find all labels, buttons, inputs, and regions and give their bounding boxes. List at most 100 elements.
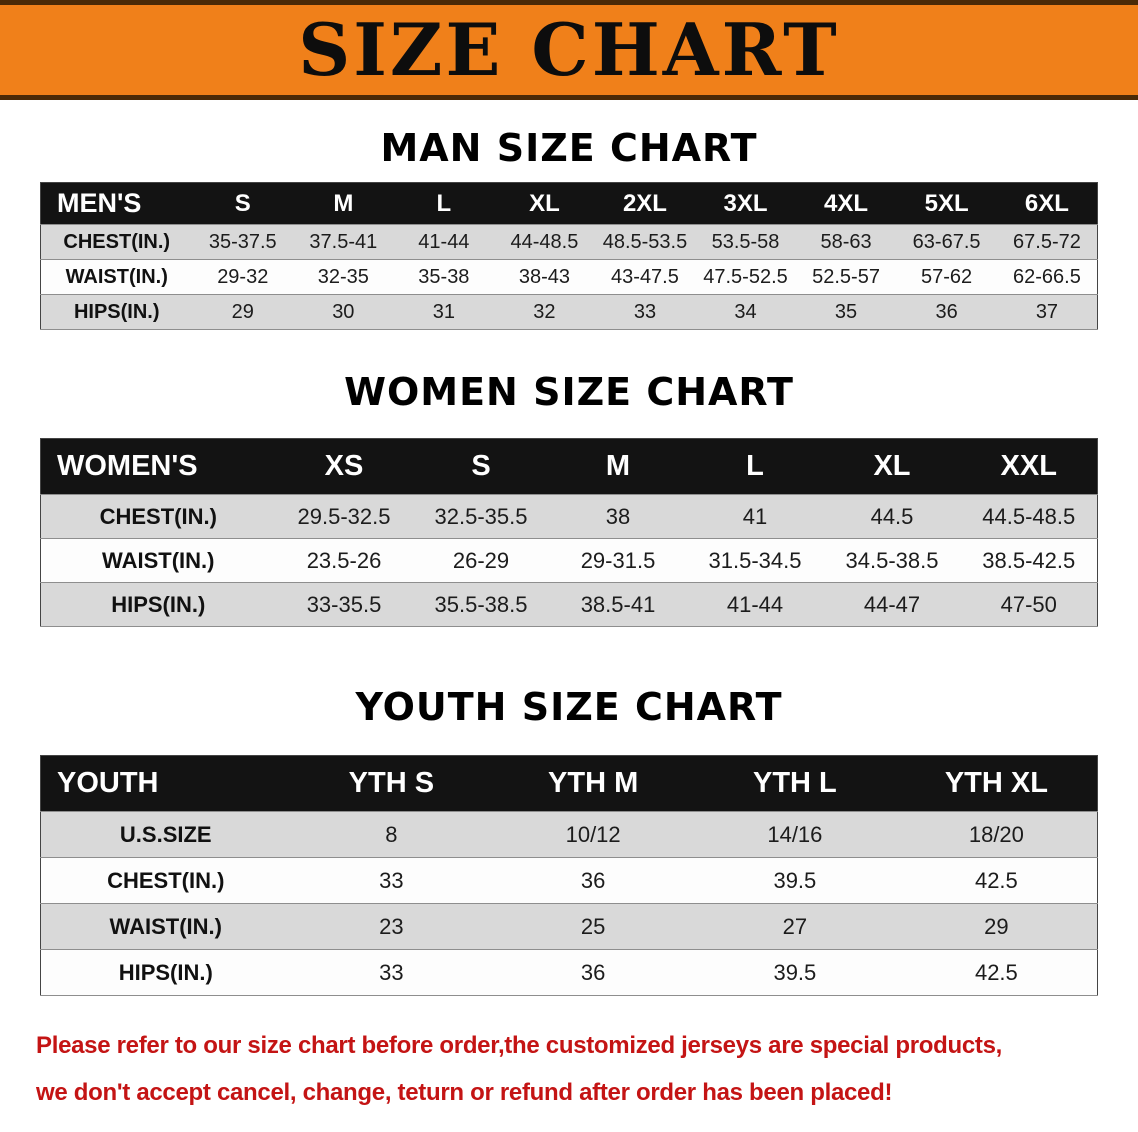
- data-cell: 36: [935, 300, 958, 323]
- data-cell: 44-47: [863, 591, 921, 617]
- data-cell: 33: [633, 300, 657, 323]
- data-cell: 38: [605, 503, 631, 529]
- size-column-header: 2XL: [594, 182, 696, 225]
- data-cell: 38-43: [518, 265, 570, 288]
- size-column-header: 4XL: [795, 182, 897, 225]
- data-cell: 33: [379, 867, 404, 893]
- data-cell: 37.5-41: [309, 230, 378, 253]
- data-cell: 47.5-52.5: [703, 265, 788, 288]
- table-row: U.S.SIZE 8 10/12 14/16 18/20: [40, 811, 1098, 858]
- data-cell: 42.5: [974, 959, 1018, 985]
- data-cell: 58-63: [820, 230, 872, 253]
- data-cell: 42.5: [974, 867, 1018, 893]
- table-row: WAIST(IN.) 29-32 32-35 35-38 38-43 43-47.5 47.…: [40, 259, 1098, 295]
- data-cell: 41-44: [418, 230, 470, 253]
- size-column-header: XL: [823, 438, 961, 495]
- data-cell: 23.5-26: [306, 547, 382, 573]
- table-row: WAIST(IN.) 23.5-26 26-29 29-31.5 31.5-34.5 34…: [40, 538, 1098, 583]
- data-cell: 57-62: [921, 265, 973, 288]
- data-cell: 32.5-35.5: [434, 503, 528, 529]
- table-row: CHEST(IN.) 33 36 39.5 42.5: [40, 857, 1098, 904]
- data-cell: 39.5: [773, 959, 817, 985]
- data-cell: 31: [432, 300, 455, 323]
- row-label: CHEST(IN.): [63, 230, 171, 253]
- row-label: HIPS(IN.): [118, 959, 213, 985]
- data-cell: 32-35: [317, 265, 369, 288]
- data-cell: 33-35.5: [306, 591, 382, 617]
- data-cell: 32: [533, 300, 556, 323]
- data-cell: 43-47.5: [611, 265, 679, 288]
- table-corner-label: WOMEN'S: [40, 438, 276, 495]
- data-cell: 25: [580, 913, 606, 939]
- size-column-header: 6XL: [996, 182, 1098, 225]
- size-column-header: L: [393, 182, 495, 225]
- table-row: CHEST(IN.) 29.5-32.5 32.5-35.5 38 41 44.5 44.5…: [40, 494, 1098, 539]
- disclaimer-line-2: we don't accept cancel, change, teturn o…: [36, 1079, 893, 1106]
- table-row: HIPS(IN.) 33 36 39.5 42.5: [40, 949, 1098, 996]
- data-cell: 31.5-34.5: [708, 547, 802, 573]
- data-cell: 44.5: [870, 503, 914, 529]
- data-cell: 29-32: [217, 265, 269, 288]
- size-column-header: M: [293, 182, 394, 225]
- data-cell: 44.5-48.5: [982, 503, 1076, 529]
- men-section-heading: MAN SIZE CHART: [380, 126, 758, 170]
- row-label: HIPS(IN.): [111, 591, 206, 617]
- size-column-header: XL: [494, 182, 595, 225]
- data-cell: 38.5-42.5: [982, 547, 1076, 573]
- data-cell: 14/16: [767, 821, 823, 847]
- women-size-table: WOMEN'S XS S M L XL XXL CHEST(IN.) 29.5-32.5 32.5…: [40, 438, 1098, 627]
- table-header-row: YOUTH YTH S YTH M YTH L YTH XL: [40, 755, 1098, 812]
- data-cell: 48.5-53.5: [602, 230, 688, 253]
- row-label: WAIST(IN.): [109, 913, 222, 939]
- size-column-header: XS: [275, 438, 413, 495]
- size-column-header: YTH XL: [895, 755, 1098, 812]
- disclaimer-line-1: Please refer to our size chart before or…: [36, 1032, 1002, 1059]
- size-column-header: XXL: [960, 438, 1098, 495]
- data-cell: 36: [580, 959, 606, 985]
- youth-size-section: YOUTH SIZE CHART YOUTH YTH S YTH M YTH L YTH…: [0, 685, 1138, 996]
- size-column-header: S: [192, 182, 294, 225]
- table-header-row: MEN'S S M L XL 2XL 3XL 4XL 5XL 6XL: [40, 182, 1098, 225]
- table-row: CHEST(IN.) 35-37.5 37.5-41 41-44 44-48.5 48.5…: [40, 224, 1098, 260]
- data-cell: 33: [379, 959, 404, 985]
- women-section-heading: WOMEN SIZE CHART: [344, 370, 794, 414]
- data-cell: 44-48.5: [510, 230, 579, 253]
- data-cell: 67.5-72: [1013, 230, 1081, 253]
- youth-size-table: YOUTH YTH S YTH M YTH L YTH XL U.S.SIZE 8 10/12…: [40, 755, 1098, 996]
- data-cell: 8: [385, 821, 398, 847]
- table-corner-label: MEN'S: [40, 182, 193, 225]
- size-column-header: S: [412, 438, 550, 495]
- size-column-header: YTH S: [290, 755, 493, 812]
- data-cell: 35-38: [418, 265, 470, 288]
- disclaimer: Please refer to our size chart before or…: [0, 1022, 1138, 1116]
- data-cell: 63-67.5: [912, 230, 981, 253]
- data-cell: 26-29: [452, 547, 510, 573]
- data-cell: 39.5: [773, 867, 817, 893]
- data-cell: 35-37.5: [208, 230, 277, 253]
- data-cell: 36: [580, 867, 606, 893]
- size-column-header: YTH M: [492, 755, 694, 812]
- data-cell: 41-44: [726, 591, 784, 617]
- table-header-row: WOMEN'S XS S M L XL XXL: [40, 438, 1098, 495]
- data-cell: 10/12: [565, 821, 621, 847]
- banner: SIZE CHART: [0, 0, 1138, 100]
- table-row: HIPS(IN.) 29 30 31 32 33 34 35 36 37: [40, 294, 1098, 330]
- banner-title: SIZE CHART: [298, 7, 840, 92]
- data-cell: 41: [742, 503, 768, 529]
- data-cell: 34.5-38.5: [845, 547, 939, 573]
- data-cell: 35.5-38.5: [434, 591, 528, 617]
- data-cell: 34: [734, 300, 757, 323]
- data-cell: 27: [782, 913, 808, 939]
- data-cell: 30: [332, 300, 355, 323]
- data-cell: 23: [379, 913, 404, 939]
- data-cell: 35: [834, 300, 858, 323]
- row-label: WAIST(IN.): [65, 265, 168, 288]
- women-size-section: WOMEN SIZE CHART WOMEN'S XS S M L XL XXL CHEST(…: [0, 370, 1138, 627]
- row-label: U.S.SIZE: [119, 821, 212, 847]
- size-column-header: L: [686, 438, 824, 495]
- data-cell: 37: [1035, 300, 1059, 323]
- row-label: CHEST(IN.): [107, 867, 225, 893]
- row-label: WAIST(IN.): [102, 547, 215, 573]
- data-cell: 47-50: [1000, 591, 1057, 617]
- size-column-header: 3XL: [695, 182, 796, 225]
